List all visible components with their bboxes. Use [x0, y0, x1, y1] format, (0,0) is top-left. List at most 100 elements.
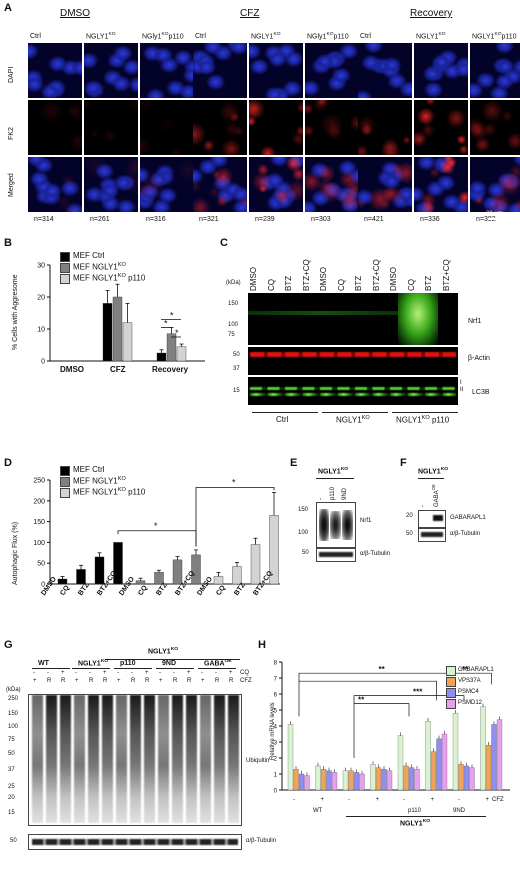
legend-label: MEF Ctrl [73, 466, 105, 474]
lane-smear [214, 695, 225, 823]
fk2-image [249, 100, 303, 155]
cfz-cell: R [89, 678, 94, 684]
cq-cell: + [145, 670, 149, 676]
cq-cell: - [201, 670, 203, 676]
legend-swatch [446, 666, 456, 676]
lane-smear [186, 695, 197, 823]
group-label: p110 [120, 660, 136, 667]
sig-bracket [298, 680, 437, 717]
legend-label-sup: KO [117, 487, 126, 493]
cfz-cell: R [173, 678, 178, 684]
cfz-sign: + [320, 797, 325, 803]
cfz-cell: + [33, 678, 37, 684]
sig-bracket [353, 703, 410, 758]
mw-marker: 15 [233, 388, 240, 394]
dapi-image [249, 43, 303, 98]
bar [425, 721, 431, 791]
lane-label-base: GABA [434, 490, 440, 507]
y-tick-label: 0 [41, 359, 45, 366]
label-g-cq: CQ [240, 670, 249, 676]
cell-count: n=382 [476, 216, 496, 223]
mw-marker: 150 [298, 507, 309, 513]
group-label: 9ND [162, 660, 176, 667]
bar [176, 346, 187, 362]
legend-label: MEF NGLY1KO p110 [73, 273, 145, 283]
row-label: FK2 [8, 127, 15, 140]
fk2-image [28, 100, 82, 155]
sig-star: ** [358, 696, 365, 705]
lane-label: - [420, 505, 426, 507]
column-label-tail: p110 [168, 33, 184, 41]
column-label: NGLY1KO [416, 32, 446, 41]
panel-d-ylabel: Autophagic Flux (%) [12, 521, 19, 585]
panel-label-a: A [4, 2, 12, 14]
group-label-base: GABA [204, 660, 225, 668]
column-label: NGLY1KO [251, 32, 281, 40]
y-tick-label: 3 [274, 741, 278, 747]
cq-cell: + [187, 670, 191, 676]
legend-label: MEF Ctrl [73, 252, 105, 260]
x-category: Recovery [152, 365, 189, 374]
group-label-base: Ctrl [276, 415, 289, 424]
y-tick-label: 6 [274, 693, 278, 699]
fk2-image [140, 100, 194, 155]
cfz-sign: - [458, 797, 460, 803]
cfz-sign: + [485, 797, 490, 803]
column-label: Ctrl [30, 33, 41, 40]
bar [304, 775, 310, 791]
panel-f-header: NGLY1KO [418, 467, 448, 475]
bar [386, 770, 393, 791]
column-label-base: NGLY1 [416, 33, 439, 41]
dapi-image [358, 43, 412, 98]
column-label-base: NGLY1 [86, 33, 109, 41]
bar [403, 765, 409, 791]
lane-smear [116, 695, 127, 823]
lane-label: BTZ+CQ [301, 259, 311, 291]
label-h-wt: WT [313, 808, 323, 814]
group-label: NGLY1KO [78, 659, 108, 667]
mw-marker: 50 [302, 550, 309, 556]
legend-swatch [60, 263, 70, 273]
fk2-image [358, 100, 412, 155]
lane-label: p110 [330, 487, 336, 500]
legend-label-tail: p110 [125, 487, 146, 497]
sig-star: * [175, 328, 179, 338]
dapi-image [470, 43, 520, 98]
column-label-sup: KO [273, 32, 281, 37]
legend-label-base: MEF NGLY1 [73, 476, 118, 486]
dapi-image [193, 43, 247, 98]
label-g-ubiquitin: Ubiquitin [246, 758, 270, 764]
label-f-gabarapl1: GABARAPL1 [450, 515, 486, 521]
sig-star: * [154, 521, 158, 531]
legend-label-base: MEF NGLY1 [73, 487, 118, 497]
fk2-image [470, 100, 520, 155]
lane-label-base: - [420, 505, 426, 507]
group-label-sup: KO [421, 415, 430, 421]
panel-label-h: H [258, 639, 266, 651]
lane-smear [200, 695, 211, 823]
lane-smear [130, 695, 141, 823]
panel-label-d: D [4, 457, 12, 469]
cq-cell: - [89, 670, 91, 676]
group-label-base: WT [38, 660, 49, 667]
bar [113, 542, 123, 585]
bar [342, 770, 349, 791]
bar [348, 770, 354, 791]
lane-label: BTZ [424, 275, 433, 291]
sig-bracket [298, 672, 492, 685]
bar [430, 751, 437, 791]
column-label-base: NGly1 [307, 33, 327, 41]
group-label-base: 9ND [162, 660, 177, 667]
scale-bar-label: 20 μm [486, 211, 503, 217]
column-label-sup: KO [326, 32, 334, 37]
column-label-base: NGLY1 [472, 33, 495, 41]
mw-marker: 50 [233, 352, 240, 358]
legend-label-base: MEF Ctrl [73, 251, 105, 260]
column-label: NGly1KOp110 [307, 32, 349, 41]
column-label-tail: p110 [501, 33, 517, 41]
legend-label: GABARAPL1 [458, 667, 494, 673]
bar [232, 566, 242, 585]
bar [326, 770, 332, 791]
y-tick-label: 8 [274, 661, 278, 667]
